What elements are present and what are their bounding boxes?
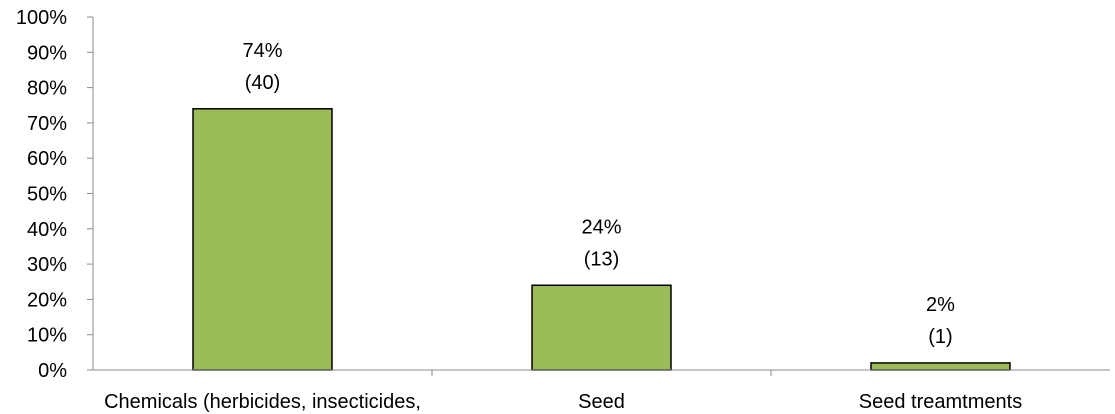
y-tick-label: 100% (16, 7, 67, 29)
y-tick-label: 0% (38, 360, 67, 382)
x-axis-categories: Chemicals (herbicides, insecticides, Seed… (104, 370, 1022, 413)
x-category-label: Chemicals (herbicides, insecticides, (104, 391, 421, 413)
bar (192, 108, 333, 371)
y-axis-ticks: 0% 10% 20% 30% 40% 50% 60% 70% 80% 90% 100% (16, 7, 93, 382)
y-tick-label: 40% (27, 219, 67, 241)
data-label-count: (13) (584, 248, 620, 270)
bar (870, 362, 1011, 371)
y-tick-label: 90% (27, 42, 67, 64)
y-tick-label: 60% (27, 148, 67, 170)
y-tick-label: 70% (27, 113, 67, 135)
data-label-count: (1) (928, 326, 952, 348)
x-category-label: Seed (578, 391, 625, 413)
data-label-percent: 24% (581, 216, 621, 238)
bars (192, 108, 1011, 371)
data-label-count: (40) (245, 72, 281, 94)
y-tick-label: 80% (27, 78, 67, 100)
data-labels: 74% (40) 24% (13) 2% (1) (242, 40, 955, 348)
y-tick-label: 50% (27, 184, 67, 206)
y-tick-label: 30% (27, 254, 67, 276)
y-tick-label: 20% (27, 289, 67, 311)
y-tick-label: 10% (27, 325, 67, 347)
x-category-label: Seed treamtments (859, 391, 1022, 413)
bar (531, 284, 672, 371)
data-label-percent: 74% (242, 40, 282, 62)
data-label-percent: 2% (926, 294, 955, 316)
